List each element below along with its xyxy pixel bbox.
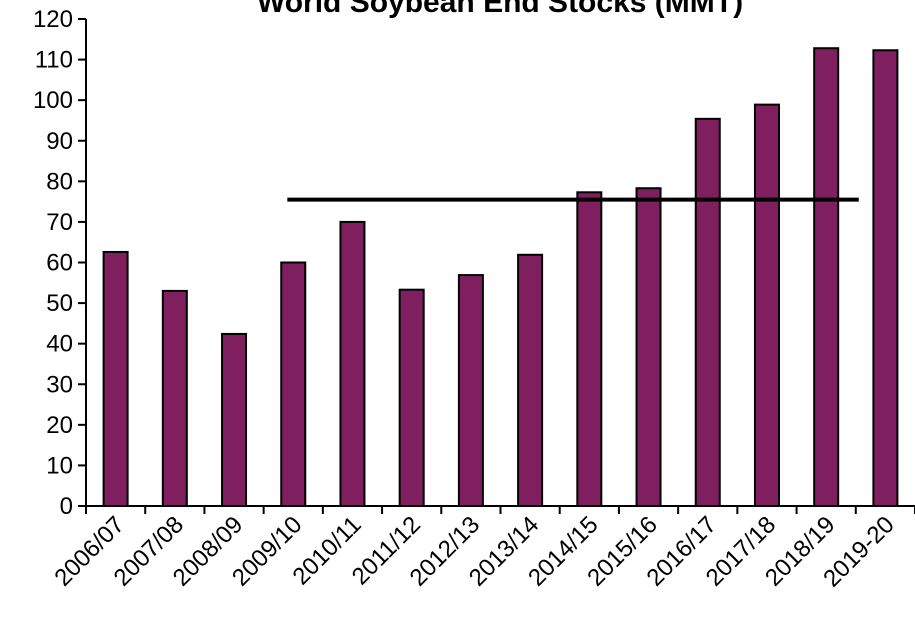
bar-2017-18 (753, 103, 780, 508)
bar-2015-16 (635, 187, 662, 507)
bar-2016-17 (694, 117, 721, 508)
bar-2011-12 (398, 288, 425, 507)
bar-2014-15 (576, 191, 603, 507)
y-tick-label: 100 (33, 87, 73, 114)
y-tick-label: 120 (33, 6, 73, 33)
bar-2009-10 (280, 261, 307, 507)
bar-2008-09 (221, 332, 248, 507)
y-tick-label: 70 (46, 209, 73, 236)
chart-title: World Soybean End Stocks (MMT) (256, 0, 744, 19)
bar-2007-08 (161, 289, 188, 507)
bar-2006-07 (102, 250, 129, 507)
bar-2018-19 (813, 47, 840, 507)
bar-2012-13 (457, 274, 484, 508)
y-tick-label: 50 (46, 290, 73, 317)
bar-2010-11 (339, 220, 366, 508)
y-tick-label: 110 (35, 47, 73, 74)
y-tick-label: 80 (46, 168, 73, 195)
y-tick-label: 30 (46, 371, 73, 398)
y-tick-label: 90 (46, 128, 73, 155)
y-tick-label: 0 (60, 493, 73, 520)
y-tick-label: 60 (46, 250, 73, 277)
bar-2013-14 (517, 253, 544, 507)
y-tick-label: 10 (46, 452, 73, 479)
bar-2019-20 (872, 49, 899, 507)
y-tick-label: 20 (46, 412, 73, 439)
y-tick-label: 40 (46, 331, 73, 358)
